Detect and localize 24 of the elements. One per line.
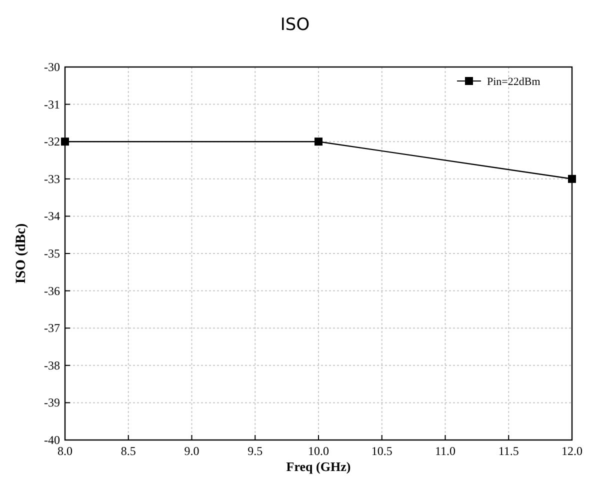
x-axis-title: Freq (GHz) <box>286 459 351 474</box>
y-tick-label: -40 <box>44 433 60 447</box>
chart-title: ISO <box>280 15 310 35</box>
y-tick-label: -32 <box>44 134 60 149</box>
x-tick-label: 10.5 <box>371 444 392 458</box>
x-tick-label: 8.5 <box>120 444 136 458</box>
x-tick-label: 9.0 <box>184 444 200 458</box>
x-tick-label: 9.5 <box>248 444 263 458</box>
x-tick-label: 11.0 <box>434 444 456 458</box>
y-tick-label: -39 <box>44 396 60 410</box>
x-tick-label: 8.0 <box>58 444 72 458</box>
y-tick-label: -37 <box>44 321 60 336</box>
y-axis-title: ISO (dBc) <box>14 223 29 284</box>
y-tick-label: -33 <box>44 172 60 186</box>
y-tick-label: -31 <box>44 97 60 112</box>
x-tick-label: 11.5 <box>498 444 519 458</box>
y-tick-label: -36 <box>44 284 60 298</box>
x-tick-label: 12.0 <box>562 444 582 458</box>
y-tick-label: -34 <box>44 209 60 224</box>
y-tick-label: -38 <box>44 358 60 372</box>
y-tick-label: -35 <box>44 246 60 260</box>
y-tick-label: -30 <box>44 60 60 74</box>
legend-label: Pin=22dBm <box>487 76 541 88</box>
x-tick-label: 10.0 <box>308 444 329 458</box>
